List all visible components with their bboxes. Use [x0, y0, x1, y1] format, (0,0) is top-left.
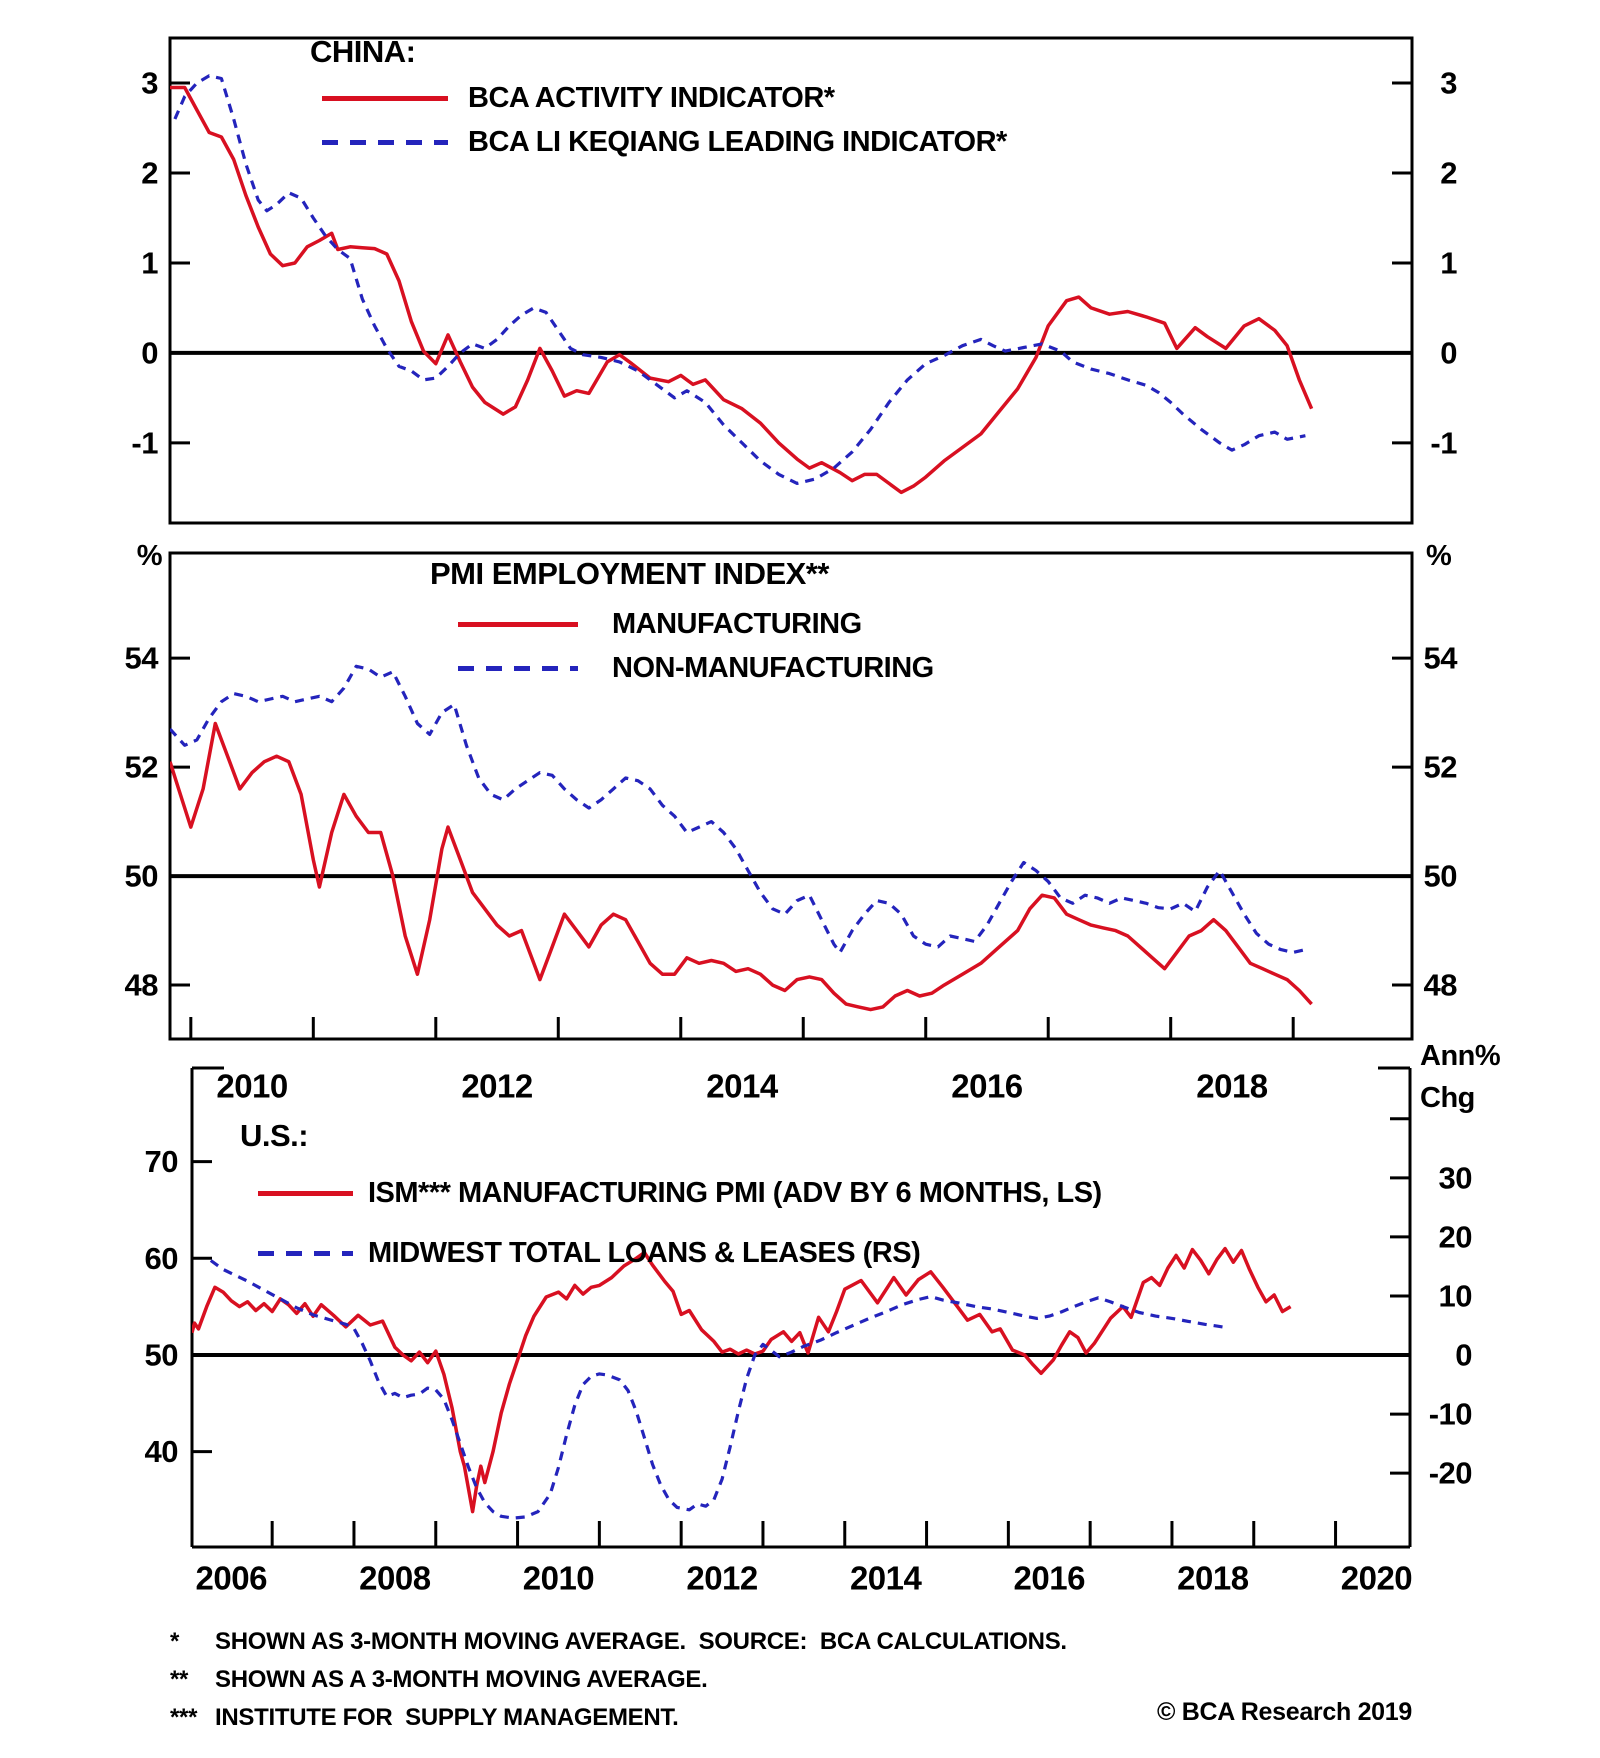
left-axis-unit: % — [137, 540, 163, 572]
x-axis-year-label: 2010 — [216, 1068, 287, 1105]
series-line-manufacturing — [170, 721, 1313, 1012]
y-tick-label-left: 50 — [145, 1337, 178, 1372]
x-axis-year-label: 2010 — [523, 1560, 594, 1597]
y-tick-label-left: 60 — [145, 1241, 178, 1276]
right-axis-unit: % — [1426, 540, 1452, 572]
y-tick-label-right: 54 — [1424, 641, 1459, 676]
panel-border — [168, 36, 1414, 525]
pmi-panel-title: PMI EMPLOYMENT INDEX** — [430, 556, 829, 591]
y-tick-label-left: 3 — [141, 65, 158, 100]
x-axis-year-label: 2012 — [461, 1068, 533, 1105]
x-axis-year-label: 2014 — [850, 1560, 923, 1597]
y-tick-label-right: 30 — [1439, 1160, 1472, 1195]
y-tick-label-left: 70 — [145, 1144, 178, 1179]
right-axis-title: Ann% — [1420, 1040, 1501, 1072]
series-line-non-manufacturing — [170, 664, 1306, 954]
y-tick-label-left: 40 — [145, 1434, 178, 1469]
series-line-li-keqiang-leading-indicator — [173, 74, 1306, 485]
x-axis-year-label: 2016 — [951, 1068, 1023, 1105]
y-tick-label-right: 1 — [1440, 245, 1457, 280]
y-tick-label-right: 10 — [1439, 1278, 1472, 1313]
right-axis-title: Chg — [1420, 1082, 1475, 1114]
panel-border — [168, 551, 1414, 1041]
china-legend: CHINA: BCA ACTIVITY INDICATOR* BCA LI KE… — [310, 34, 1007, 164]
y-tick-label-left: 52 — [125, 750, 158, 785]
y-tick-label-right: 50 — [1424, 859, 1457, 894]
footnote-3: *** INSTITUTE FOR SUPPLY MANAGEMENT. — [170, 1704, 679, 1731]
series-line-ism-manufacturing-pmi — [192, 1246, 1292, 1514]
legend-label-activity: BCA ACTIVITY INDICATOR* — [468, 81, 835, 114]
blue-dashed-line-swatch — [258, 1250, 353, 1256]
red-solid-line-swatch — [258, 1190, 353, 1196]
china-panel-title: CHINA: — [310, 34, 416, 69]
y-tick-label-right: 52 — [1424, 750, 1457, 785]
y-tick-label-left: 54 — [125, 641, 160, 676]
copyright: © BCA Research 2019 — [1157, 1698, 1412, 1726]
footnote-2: ** SHOWN AS A 3-MONTH MOVING AVERAGE. — [170, 1666, 708, 1693]
y-tick-label-left: 50 — [125, 859, 158, 894]
y-tick-label-left: 48 — [125, 968, 159, 1003]
y-tick-label-left: -1 — [131, 425, 158, 460]
y-tick-label-left: 1 — [141, 245, 158, 280]
series-line-bca-activity-indicator — [170, 85, 1314, 495]
y-tick-label-right: 2 — [1440, 155, 1457, 190]
y-tick-label-right: -1 — [1430, 425, 1457, 460]
y-tick-label-right: 48 — [1424, 968, 1458, 1003]
y-tick-label-right: -20 — [1429, 1456, 1472, 1491]
y-tick-label-left: 0 — [141, 335, 158, 370]
footnote-1: * SHOWN AS 3-MONTH MOVING AVERAGE. SOURC… — [170, 1628, 1067, 1655]
series-line-midwest-total-loans-leases — [209, 1259, 1230, 1520]
legend-label-manufacturing: MANUFACTURING — [612, 607, 862, 640]
y-tick-label-right: 20 — [1439, 1219, 1472, 1254]
us-legend: U.S.: ISM*** MANUFACTURING PMI (ADV BY 6… — [240, 1118, 1102, 1274]
pmi-legend: PMI EMPLOYMENT INDEX** MANUFACTURING NON… — [430, 556, 934, 690]
y-tick-label-right: -10 — [1429, 1397, 1472, 1432]
red-solid-line-swatch — [458, 621, 578, 627]
legend-label-li-keqiang: BCA LI KEQIANG LEADING INDICATOR* — [468, 125, 1007, 158]
x-axis-year-label: 2006 — [196, 1560, 268, 1597]
x-axis-year-label: 2018 — [1196, 1068, 1268, 1105]
blue-dashed-line-swatch — [322, 139, 448, 145]
x-axis-year-label: 2014 — [706, 1068, 779, 1105]
y-tick-label-right: 0 — [1440, 335, 1457, 370]
y-tick-label-left: 2 — [141, 155, 158, 190]
x-axis-year-label: 2020 — [1341, 1560, 1412, 1597]
legend-label-non-manufacturing: NON-MANUFACTURING — [612, 651, 934, 684]
legend-label-midwest-loans: MIDWEST TOTAL LOANS & LEASES (RS) — [368, 1236, 921, 1269]
red-solid-line-swatch — [322, 95, 448, 101]
x-axis-year-label: 2018 — [1177, 1560, 1249, 1597]
x-axis-year-label: 2016 — [1014, 1560, 1086, 1597]
blue-dashed-line-swatch — [458, 665, 578, 671]
legend-label-ism: ISM*** MANUFACTURING PMI (ADV BY 6 MONTH… — [368, 1176, 1102, 1209]
us-panel-title: U.S.: — [240, 1118, 309, 1153]
y-tick-label-right: 3 — [1440, 65, 1457, 100]
y-tick-label-right: 0 — [1455, 1338, 1472, 1373]
x-axis-year-label: 2012 — [686, 1560, 758, 1597]
x-axis-year-label: 2008 — [359, 1560, 431, 1597]
